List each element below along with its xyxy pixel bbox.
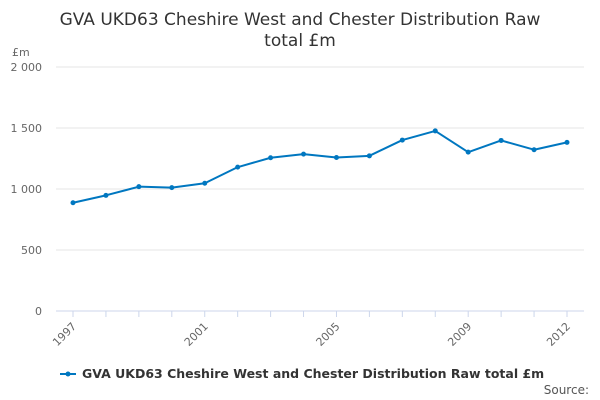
- x-tick-label: 2009: [445, 320, 474, 349]
- data-point: [235, 164, 241, 170]
- chart-title-line1: GVA UKD63 Cheshire West and Chester Dist…: [60, 10, 541, 30]
- data-point: [169, 185, 175, 191]
- legend[interactable]: GVA UKD63 Cheshire West and Chester Dist…: [60, 366, 544, 381]
- y-tick-label: 1 000: [11, 183, 43, 196]
- data-point: [333, 155, 339, 161]
- data-point: [103, 192, 109, 198]
- data-point: [564, 139, 570, 145]
- data-point: [531, 147, 537, 153]
- chart-title-line2: total £m: [264, 31, 336, 51]
- data-point: [498, 137, 504, 143]
- source-label: Source:: [544, 383, 589, 397]
- data-point: [301, 151, 307, 157]
- y-tick-label: 2 000: [11, 61, 43, 74]
- data-point: [432, 128, 438, 134]
- x-tick-label: 1997: [50, 320, 79, 349]
- y-tick-label: 500: [21, 244, 42, 257]
- x-tick-label: 2001: [182, 320, 211, 349]
- x-tick-label: 2005: [314, 320, 343, 349]
- y-axis-label: £m: [12, 46, 30, 59]
- data-point: [366, 153, 372, 159]
- y-tick-label: 0: [35, 305, 42, 318]
- data-point: [268, 155, 274, 161]
- legend-label: GVA UKD63 Cheshire West and Chester Dist…: [82, 366, 544, 381]
- data-point: [202, 180, 208, 186]
- data-point: [399, 137, 405, 143]
- series-line: [72, 129, 568, 204]
- y-tick-label: 1 500: [11, 122, 43, 135]
- x-tick-label: 2012: [544, 320, 573, 349]
- data-point: [70, 200, 76, 206]
- legend-marker: [65, 371, 71, 377]
- data-point: [465, 149, 471, 155]
- data-point: [136, 184, 142, 190]
